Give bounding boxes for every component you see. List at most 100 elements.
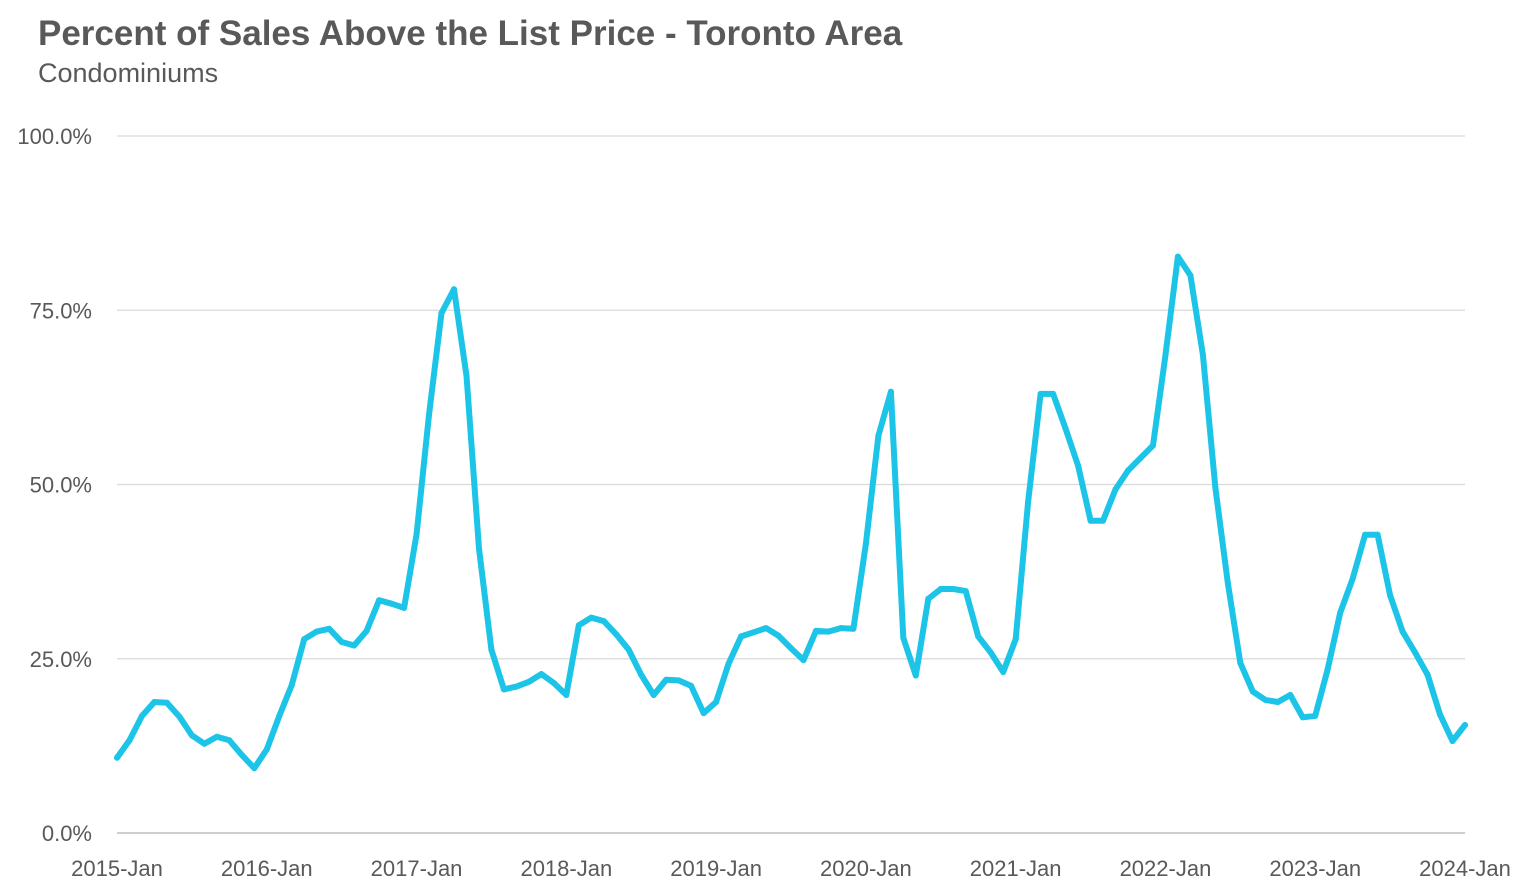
x-tick-label: 2024-Jan [1419, 856, 1511, 881]
x-tick-label: 2016-Jan [221, 856, 313, 881]
data-point [1050, 390, 1057, 397]
data-point [426, 411, 432, 418]
data-point [975, 633, 982, 640]
data-point [1087, 517, 1094, 524]
series-line [114, 253, 1468, 772]
data-point [650, 692, 657, 698]
data-point [363, 627, 370, 634]
data-point [1287, 692, 1294, 698]
data-point [575, 622, 582, 629]
data-point [276, 712, 283, 719]
data-point [301, 636, 308, 643]
data-point [862, 540, 869, 547]
data-point [213, 733, 220, 740]
data-point [1299, 714, 1306, 721]
data-point [1025, 498, 1032, 505]
x-tick-label: 2017-Jan [371, 856, 463, 881]
data-point [950, 586, 957, 592]
data-point [1150, 442, 1156, 449]
x-tick-label: 2015-Jan [71, 856, 163, 881]
data-point [1262, 696, 1269, 703]
y-tick-label: 75.0% [30, 298, 92, 323]
series-layer [114, 253, 1468, 772]
data-point [1112, 486, 1119, 493]
data-point [1037, 390, 1044, 397]
data-point [463, 372, 470, 379]
data-point [1162, 352, 1169, 359]
data-point [1075, 462, 1082, 469]
data-point [176, 713, 183, 720]
data-point [675, 677, 682, 684]
data-point [738, 633, 745, 640]
data-point [1374, 531, 1381, 538]
data-point [875, 432, 882, 439]
data-point [1000, 669, 1007, 675]
data-point [1224, 580, 1231, 587]
data-point [538, 671, 545, 678]
data-point [476, 545, 482, 552]
chart-subtitle: Condominiums [38, 58, 219, 88]
data-point [263, 746, 270, 753]
data-point [326, 625, 333, 632]
data-point [788, 645, 794, 652]
data-point [488, 646, 495, 653]
data-point [800, 657, 807, 664]
data-point [750, 629, 757, 636]
data-point [513, 683, 520, 690]
data-point [725, 660, 732, 667]
data-point [1237, 659, 1244, 666]
x-tick-label: 2022-Jan [1120, 856, 1212, 881]
data-point [413, 531, 420, 537]
x-tick-label: 2018-Jan [520, 856, 612, 881]
data-point [1100, 517, 1106, 524]
data-point [1187, 272, 1194, 279]
data-point [251, 765, 258, 772]
data-point [1387, 592, 1394, 599]
y-axis-ticks: 0.0% 25.0% 50.0% 75.0% 100.0% [17, 124, 92, 846]
data-point [238, 751, 245, 758]
data-point [925, 595, 932, 602]
data-point [588, 614, 595, 621]
data-point [1249, 688, 1256, 695]
x-tick-label: 2023-Jan [1269, 856, 1361, 881]
data-point [550, 680, 557, 687]
data-point [1324, 666, 1331, 673]
data-point [1362, 531, 1369, 538]
data-point [900, 634, 907, 641]
data-point [288, 682, 295, 689]
data-point [663, 676, 670, 683]
data-point [338, 639, 345, 645]
data-point [1199, 351, 1206, 358]
data-point [188, 732, 195, 739]
data-point [201, 740, 208, 747]
data-point [351, 642, 358, 649]
data-point [688, 682, 695, 689]
data-point [625, 646, 632, 653]
x-tick-label: 2020-Jan [820, 856, 912, 881]
data-point [937, 586, 944, 592]
data-point [1212, 485, 1219, 491]
data-point [1437, 711, 1443, 718]
data-point [962, 588, 969, 595]
data-point [226, 737, 233, 744]
data-point [763, 625, 769, 632]
data-point [887, 388, 894, 395]
data-point [1137, 455, 1144, 461]
chart-title: Percent of Sales Above the List Price - … [38, 14, 903, 53]
data-point [313, 628, 320, 635]
data-point [563, 692, 570, 698]
data-point [388, 600, 395, 607]
data-point [1412, 649, 1419, 656]
data-point [638, 671, 645, 678]
x-tick-label: 2019-Jan [670, 856, 762, 881]
data-point [1012, 636, 1019, 643]
data-point [775, 632, 782, 639]
data-point [1399, 628, 1406, 635]
data-point [151, 699, 158, 705]
data-point [451, 286, 457, 293]
data-point [987, 649, 994, 656]
data-point [912, 672, 919, 679]
data-point [500, 686, 507, 693]
data-point [376, 597, 383, 604]
data-point [163, 699, 170, 706]
